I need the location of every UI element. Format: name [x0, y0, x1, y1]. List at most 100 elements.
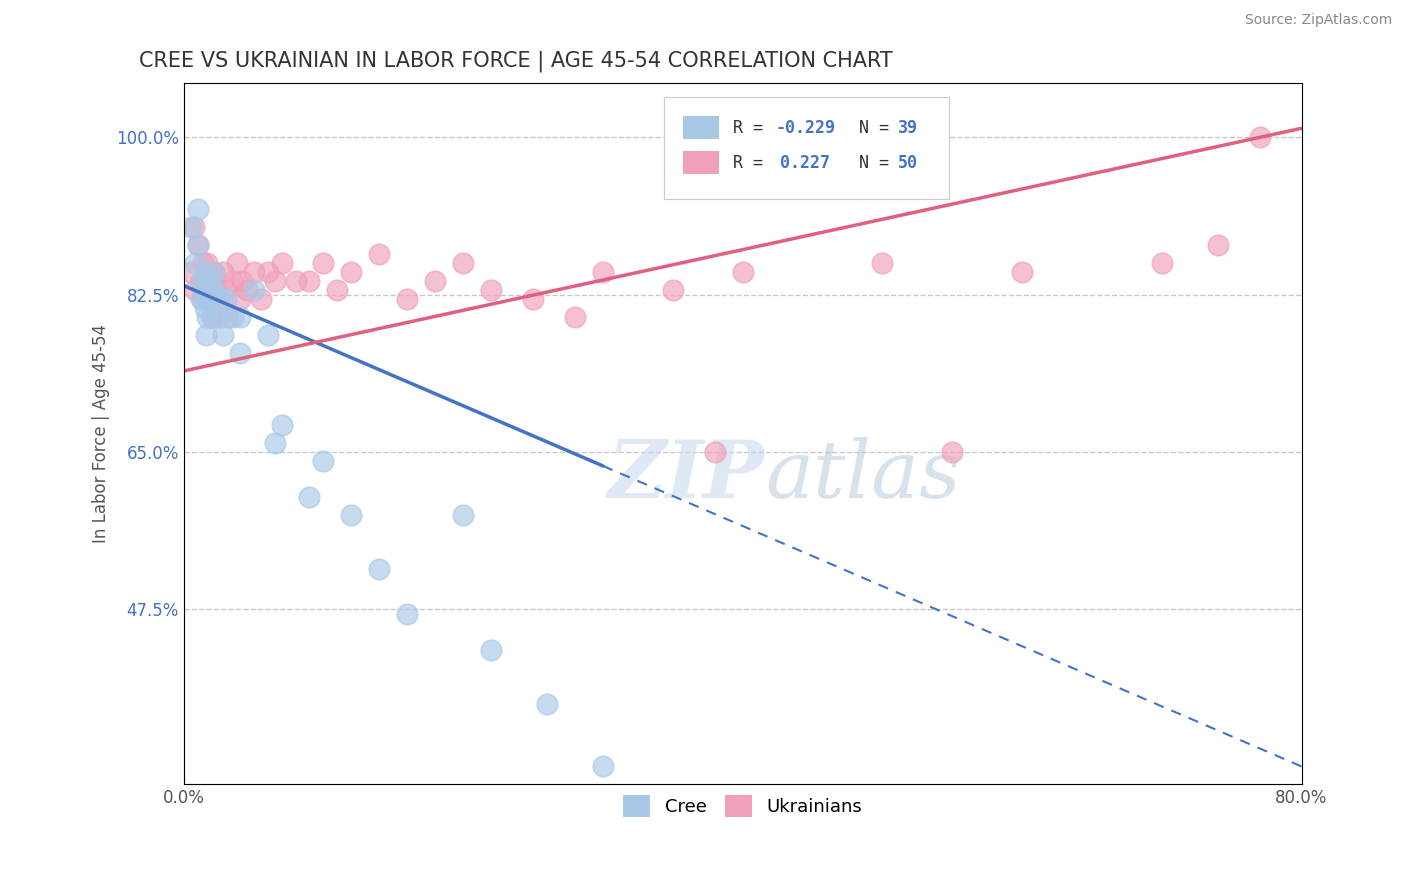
Text: 50: 50: [898, 153, 918, 171]
Point: [536, 697, 558, 711]
Point: [183, 220, 205, 235]
Point: [941, 445, 963, 459]
Text: 39: 39: [898, 119, 918, 136]
Point: [204, 265, 226, 279]
Point: [284, 274, 307, 288]
Point: [235, 283, 257, 297]
Point: [249, 292, 271, 306]
Point: [204, 265, 226, 279]
Point: [231, 274, 253, 288]
Point: [201, 310, 224, 324]
Point: [256, 328, 278, 343]
Point: [564, 310, 586, 324]
Point: [256, 265, 278, 279]
Point: [1011, 265, 1033, 279]
Point: [225, 256, 247, 270]
Point: [872, 256, 894, 270]
Point: [298, 490, 321, 504]
Point: [194, 283, 217, 297]
Point: [208, 310, 231, 324]
Point: [193, 256, 215, 270]
Point: [194, 301, 217, 315]
Point: [217, 310, 239, 324]
Point: [221, 310, 243, 324]
Point: [703, 445, 725, 459]
Point: [731, 265, 754, 279]
Point: [215, 283, 238, 297]
Point: [201, 310, 224, 324]
Point: [522, 292, 544, 306]
Point: [270, 256, 292, 270]
Point: [198, 274, 221, 288]
Point: [195, 283, 218, 297]
Point: [191, 292, 214, 306]
Point: [425, 274, 447, 288]
Point: [187, 238, 209, 252]
Point: [198, 274, 221, 288]
Point: [242, 283, 264, 297]
Point: [263, 435, 285, 450]
Point: [662, 283, 685, 297]
Point: [312, 256, 335, 270]
Point: [396, 292, 419, 306]
Text: R =: R =: [733, 153, 783, 171]
Point: [191, 283, 214, 297]
Point: [368, 562, 391, 576]
Point: [198, 292, 221, 306]
Point: [204, 283, 226, 297]
Point: [197, 256, 219, 270]
Point: [184, 283, 207, 297]
Point: [340, 508, 363, 522]
FancyBboxPatch shape: [665, 97, 949, 199]
Point: [212, 328, 235, 343]
Point: [228, 292, 250, 306]
Point: [180, 265, 202, 279]
Point: [479, 283, 502, 297]
Point: [479, 642, 502, 657]
Point: [242, 265, 264, 279]
Point: [195, 292, 218, 306]
Point: [190, 274, 212, 288]
Point: [190, 292, 212, 306]
Point: [1249, 130, 1271, 145]
Point: [180, 220, 202, 235]
Point: [326, 283, 349, 297]
Point: [592, 265, 614, 279]
Point: [451, 256, 474, 270]
FancyBboxPatch shape: [683, 116, 720, 139]
Text: R =: R =: [733, 119, 772, 136]
Point: [184, 256, 207, 270]
Point: [228, 310, 250, 324]
Text: N =: N =: [839, 153, 898, 171]
Text: N =: N =: [839, 119, 898, 136]
Point: [451, 508, 474, 522]
Point: [263, 274, 285, 288]
Point: [340, 265, 363, 279]
Point: [187, 238, 209, 252]
Point: [1150, 256, 1173, 270]
Point: [204, 283, 226, 297]
Point: [212, 265, 235, 279]
Point: [221, 274, 243, 288]
Point: [298, 274, 321, 288]
Point: [208, 292, 231, 306]
Point: [195, 328, 218, 343]
Point: [270, 417, 292, 432]
Point: [201, 292, 224, 306]
Point: [215, 292, 238, 306]
Point: [396, 607, 419, 621]
Point: [312, 454, 335, 468]
Text: ZIP: ZIP: [609, 437, 765, 515]
FancyBboxPatch shape: [683, 152, 720, 174]
Point: [197, 310, 219, 324]
Legend: Cree, Ukrainians: Cree, Ukrainians: [616, 788, 869, 824]
Text: -0.229: -0.229: [775, 119, 835, 136]
Point: [368, 247, 391, 261]
Point: [1206, 238, 1229, 252]
Point: [228, 346, 250, 360]
Point: [194, 265, 217, 279]
Text: Source: ZipAtlas.com: Source: ZipAtlas.com: [1244, 13, 1392, 28]
Text: CREE VS UKRAINIAN IN LABOR FORCE | AGE 45-54 CORRELATION CHART: CREE VS UKRAINIAN IN LABOR FORCE | AGE 4…: [139, 51, 893, 72]
Point: [592, 759, 614, 773]
Point: [190, 274, 212, 288]
